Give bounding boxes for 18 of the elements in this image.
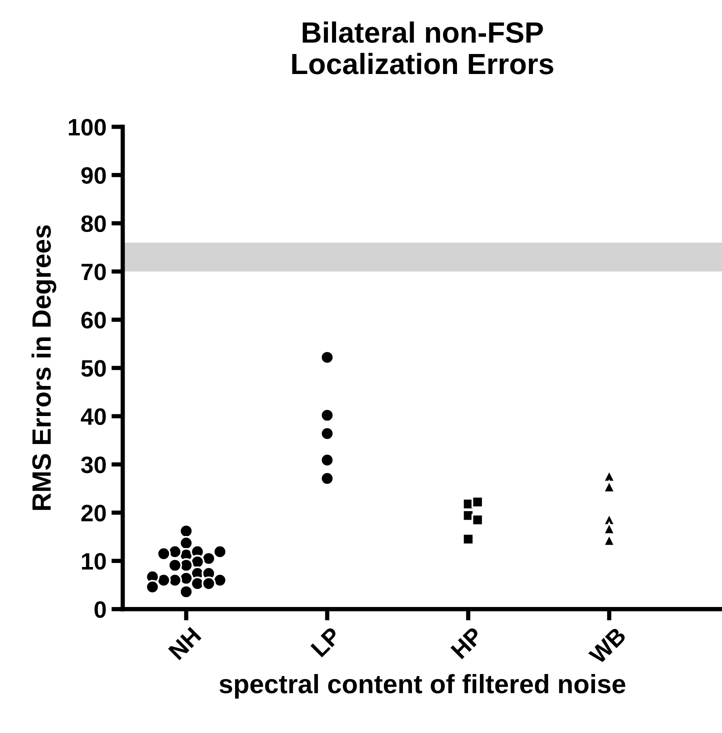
y-tick-label: 70: [82, 264, 106, 280]
x-tick-label: WB: [588, 626, 627, 665]
x-tick-label: LP: [310, 626, 342, 658]
y-tick-label: 20: [81, 504, 106, 522]
y-tick-label: 10: [82, 552, 106, 570]
y-tick-label: 30: [81, 456, 106, 474]
x-axis-title: spectral content of filtered noise: [219, 674, 626, 699]
y-tick-label: 60: [81, 312, 106, 329]
x-tick-label: NH: [168, 626, 202, 660]
y-tick-label: 80: [81, 215, 106, 232]
chart-title: Bilateral non-FSP Localization Errors: [292, 21, 554, 74]
y-tick-label: 0: [94, 601, 106, 618]
y-tick-label: 100: [68, 118, 106, 136]
y-tick-label: 40: [80, 408, 106, 425]
y-axis-title: RMS Errors in Degrees: [32, 225, 56, 510]
x-tick-label: HP: [450, 626, 484, 660]
y-tick-label: 90: [81, 167, 106, 184]
y-tick-label: 50: [81, 360, 106, 377]
